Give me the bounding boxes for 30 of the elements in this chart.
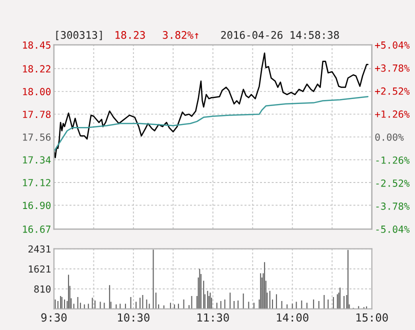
y-tick-label: 2431	[28, 245, 51, 253]
y2-tick-label: -2.52%	[376, 179, 410, 187]
y-tick-label: 16.67	[23, 226, 50, 233]
y-tick-label: 16.90	[23, 202, 51, 210]
x-tick-label: 11:30	[198, 313, 229, 322]
text: 2016-04-26 14:58:38	[221, 31, 339, 39]
y2-tick-label: +5.04%	[375, 41, 410, 49]
y-tick-label: 1621	[28, 265, 51, 273]
y-tick-label: 18.45	[23, 41, 50, 49]
y2-tick-label: -5.04%	[376, 226, 410, 233]
x-tick-label: 15:00	[356, 313, 388, 322]
y-tick-label: 18.22	[23, 65, 50, 73]
y2-tick-label: +3.78%	[375, 64, 410, 72]
text: 18.23	[116, 31, 145, 39]
x-tick-label: 14:00	[276, 313, 308, 322]
y-tick-label: 17.56	[23, 133, 51, 141]
y-tick-label: 17.34	[23, 156, 51, 164]
y-tick-label: 810	[34, 285, 51, 293]
text: [300313]	[56, 30, 102, 40]
y2-tick-label: +1.26%	[375, 110, 410, 118]
y2-tick-label: -3.78%	[376, 202, 410, 210]
y2-tick-label: +2.52%	[375, 87, 410, 95]
text: 3.82%↑	[162, 31, 198, 39]
y-tick-label: 17.78	[23, 110, 51, 118]
y2-tick-label: -1.26%	[376, 156, 410, 164]
y-tick-label: 18.00	[23, 88, 51, 96]
y-tick-label: 17.12	[23, 178, 50, 186]
x-tick-label: 10:30	[118, 313, 150, 322]
x-tick-label: 9:30	[41, 313, 67, 322]
y2-tick-label: 0.00%	[375, 133, 404, 141]
